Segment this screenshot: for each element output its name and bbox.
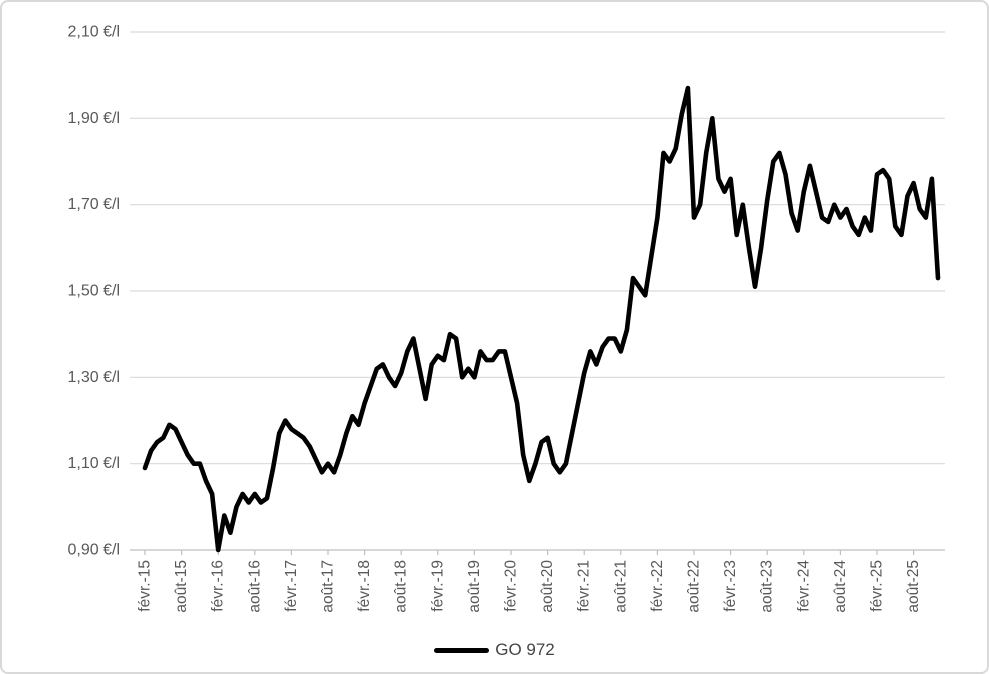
x-tick-label: août-16 bbox=[246, 560, 263, 613]
y-tick-label: 1,50 €/l bbox=[68, 283, 120, 300]
legend-label: GO 972 bbox=[495, 640, 555, 659]
x-tick-label: août-18 bbox=[393, 560, 410, 613]
x-tick-label: août-23 bbox=[759, 560, 776, 613]
x-tick-label: août-17 bbox=[320, 560, 337, 613]
x-tick-label: août-24 bbox=[832, 560, 849, 613]
x-tick-label: févr.-25 bbox=[869, 560, 886, 612]
x-tick-label: août-21 bbox=[612, 560, 629, 613]
x-tick-label: févr.-24 bbox=[795, 560, 812, 612]
x-tick-label: févr.-23 bbox=[722, 560, 739, 612]
x-tick-label: févr.-18 bbox=[356, 560, 373, 612]
series-line-go972 bbox=[142, 85, 941, 553]
x-tick-label: févr.-20 bbox=[503, 560, 520, 612]
y-tick-label: 1,90 €/l bbox=[68, 110, 120, 127]
x-tick-label: févr.-21 bbox=[576, 560, 593, 612]
legend: GO 972 bbox=[2, 639, 987, 661]
x-tick-label: août-19 bbox=[466, 560, 483, 613]
x-tick-label: févr.-16 bbox=[210, 560, 227, 612]
x-tick-label: févr.-19 bbox=[429, 560, 446, 612]
x-tick-label: août-22 bbox=[686, 560, 703, 613]
x-tick-label: févr.-15 bbox=[137, 560, 154, 612]
x-tick-label: août-25 bbox=[905, 560, 922, 613]
y-tick-label: 0,90 €/l bbox=[68, 542, 120, 559]
y-tick-label: 1,70 €/l bbox=[68, 196, 120, 213]
y-tick-label: 1,30 €/l bbox=[68, 369, 120, 386]
x-tick-label: août-15 bbox=[173, 560, 190, 613]
y-tick-label: 2,10 €/l bbox=[68, 24, 120, 41]
x-tick-label: févr.-17 bbox=[283, 560, 300, 612]
legend-line-swatch bbox=[434, 647, 490, 653]
x-tick-label: févr.-22 bbox=[649, 560, 666, 612]
y-tick-label: 1,10 €/l bbox=[68, 455, 120, 472]
x-tick-label: août-20 bbox=[539, 560, 556, 613]
